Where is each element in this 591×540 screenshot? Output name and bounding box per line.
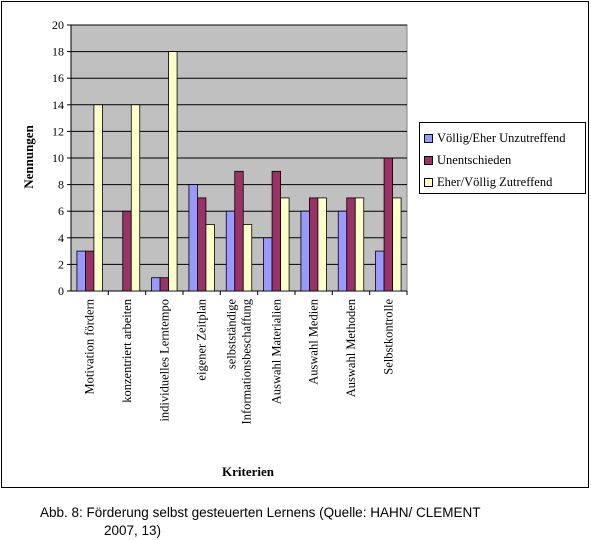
bar [151, 277, 161, 292]
x-tick-label: konzentriert arbeiten [120, 298, 134, 403]
bar [188, 184, 198, 292]
y-tick-label: 10 [52, 151, 64, 165]
x-tick-label: individuelles Lerntempo [157, 299, 171, 422]
x-tick-label: selbstständige [225, 299, 239, 370]
bar [225, 210, 236, 292]
y-tick-label: 2 [58, 257, 64, 271]
legend-swatch [424, 133, 433, 143]
legend-label: Eher/Völlig Zutreffend [437, 174, 553, 189]
bar [205, 224, 215, 292]
bar [354, 197, 365, 292]
x-tick-label: Informationsbeschaffung [240, 298, 254, 424]
x-tick-label: Selbstkontrolle [381, 299, 395, 375]
x-tick-label: Auswahl Methoden [344, 298, 358, 397]
y-tick-label: 4 [58, 231, 64, 245]
bar [130, 104, 141, 292]
bar [122, 210, 132, 292]
y-tick-label: 14 [52, 98, 64, 112]
x-tick-label: Auswahl Materialien [269, 298, 283, 404]
legend-label: Unentschieden [437, 152, 512, 167]
bar [263, 237, 273, 292]
y-tick-label: 0 [58, 284, 64, 298]
bar [76, 250, 86, 292]
caption-line-2: 2007, 13) [104, 523, 162, 538]
bar [271, 170, 281, 292]
bar [197, 197, 207, 292]
x-axis-label: Kriterien [222, 464, 275, 479]
x-tick-label: Motivation fördern [83, 298, 97, 394]
x-tick-label: eigener Zeitplan [195, 298, 209, 380]
bar [168, 51, 178, 292]
y-tick-label: 16 [52, 71, 64, 85]
y-tick-label: 6 [58, 204, 64, 218]
y-tick-label: 20 [52, 18, 64, 32]
bar [383, 157, 393, 292]
bar [93, 104, 103, 292]
bar [309, 197, 319, 292]
caption-line-1: Abb. 8: Förderung selbst gesteuerten Ler… [40, 505, 481, 520]
y-axis-label: Nennungen [21, 124, 36, 188]
y-tick-label: 18 [52, 45, 64, 59]
legend-swatch [424, 177, 433, 187]
legend-item: Völlig/Eher Unzutreffend [424, 127, 585, 149]
bar [159, 277, 169, 292]
bar [280, 197, 290, 292]
bar [375, 250, 385, 292]
bar-chart: Nennungen Kriterien 0 2 4 6 8 10 12 14 16 18 20 Mot… [21, 18, 408, 479]
bar [337, 210, 348, 292]
bar [242, 224, 253, 292]
legend-item: Eher/Völlig Zutreffend [424, 171, 585, 193]
bar [300, 210, 310, 292]
bar [392, 197, 402, 292]
y-tick-label: 8 [58, 178, 64, 192]
bar [317, 197, 327, 292]
legend-swatch [424, 155, 433, 165]
legend-label: Völlig/Eher Unzutreffend [437, 130, 566, 145]
figure-caption: Abb. 8: Förderung selbst gesteuerten Ler… [40, 504, 560, 540]
y-tick-label: 12 [52, 124, 64, 138]
bar [346, 197, 356, 292]
bar [85, 250, 95, 292]
legend-item: Unentschieden [424, 149, 585, 171]
x-tick-label: Auswahl Medien [307, 298, 321, 384]
bar [234, 170, 244, 292]
chart-frame: Nennungen Kriterien 0 2 4 6 8 10 12 14 16 18 20 Mot… [1, 1, 589, 488]
legend: Völlig/Eher Unzutreffend Unentschieden Ehe… [419, 122, 586, 194]
